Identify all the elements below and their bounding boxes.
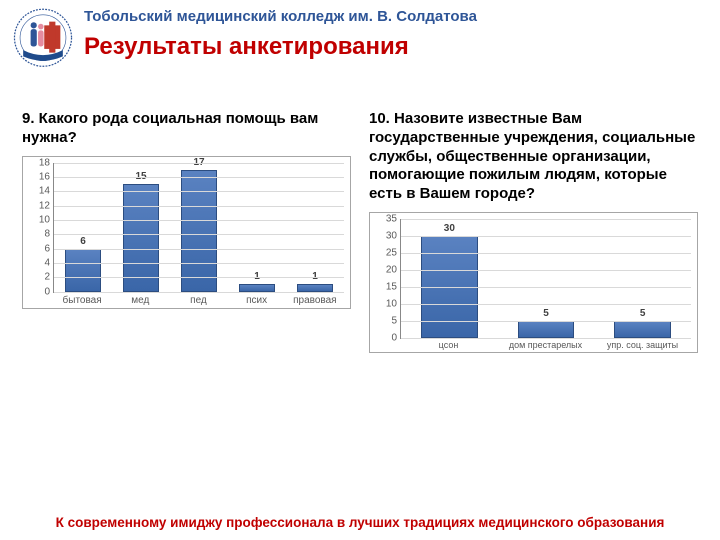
- ytick-label: 8: [44, 229, 50, 240]
- bar: [239, 284, 276, 291]
- xtick-label: псих: [230, 295, 282, 306]
- ytick-label: 16: [39, 171, 50, 182]
- bar-value-label: 6: [80, 236, 86, 247]
- xtick-label: мед: [114, 295, 166, 306]
- ytick-label: 15: [386, 281, 397, 292]
- xtick-label: упр. соц. защиты: [602, 341, 683, 350]
- bar: [123, 184, 160, 292]
- grid-line: [401, 304, 691, 305]
- xtick-label: пед: [172, 295, 224, 306]
- chart-9-bars: 6151711: [54, 163, 344, 292]
- grid-line: [54, 263, 344, 264]
- ytick-label: 5: [391, 315, 397, 326]
- ytick-label: 14: [39, 186, 50, 197]
- right-column: 10. Назовите известные Вам государственн…: [369, 110, 698, 353]
- bar: [297, 284, 334, 291]
- ytick-label: 10: [39, 214, 50, 225]
- bar-wrap: 5: [602, 308, 683, 338]
- grid-line: [401, 321, 691, 322]
- grid-line: [54, 292, 344, 293]
- grid-line: [54, 191, 344, 192]
- ytick-label: 10: [386, 298, 397, 309]
- chart-9-xlabels: бытовая медпедпсих правовая: [53, 295, 344, 306]
- ytick-label: 12: [39, 200, 50, 211]
- xtick-label: цсон: [408, 341, 489, 350]
- grid-line: [54, 220, 344, 221]
- grid-line: [54, 177, 344, 178]
- bar-value-label: 30: [444, 223, 455, 234]
- grid-line: [401, 270, 691, 271]
- bar-wrap: 1: [289, 271, 341, 291]
- ytick-label: 0: [44, 286, 50, 297]
- grid-line: [54, 249, 344, 250]
- grid-line: [54, 163, 344, 164]
- bar-wrap: 1: [231, 271, 283, 291]
- bar-wrap: 5: [505, 308, 586, 338]
- bar-value-label: 5: [640, 308, 646, 319]
- xtick-label: бытовая: [56, 295, 108, 306]
- chart-9: 6151711 024681012141618 бытоваямедпедпси…: [22, 156, 351, 309]
- header-text-block: Тобольский медицинский колледж им. В. Со…: [84, 8, 708, 61]
- ytick-label: 18: [39, 157, 50, 168]
- chart-10-xlabels: цсон дом престарелых упр. соц. защиты: [400, 341, 691, 350]
- grid-line: [54, 277, 344, 278]
- grid-line: [401, 219, 691, 220]
- page-title: Результаты анкетирования: [84, 33, 708, 61]
- ytick-label: 4: [44, 257, 50, 268]
- chart-10: 30 5 5 0 5 10 15 20 25 30 35 цсон дом престарелых у…: [369, 212, 698, 353]
- ytick-label: 20: [386, 264, 397, 275]
- bar: [614, 321, 671, 338]
- chart-10-plot: 3055 05101520253035: [400, 219, 691, 339]
- ytick-label: 2: [44, 272, 50, 283]
- grid-line: [54, 206, 344, 207]
- ytick-label: 30: [386, 230, 397, 241]
- grid-line: [54, 234, 344, 235]
- bar-wrap: 15: [115, 171, 167, 292]
- grid-line: [401, 253, 691, 254]
- bar: [181, 170, 218, 292]
- ytick-label: 0: [391, 332, 397, 343]
- ytick-label: 25: [386, 247, 397, 258]
- xtick-label: правовая: [289, 295, 341, 306]
- ytick-label: 6: [44, 243, 50, 254]
- chart-9-plot: 6151711 024681012141618: [53, 163, 344, 293]
- xtick-label: дом престарелых: [505, 341, 586, 350]
- footer-slogan: К современному имиджу профессионала в лу…: [0, 515, 720, 530]
- page-header: Тобольский медицинский колледж им. В. Со…: [0, 8, 720, 70]
- bar: [518, 321, 575, 338]
- question-10-text: 10. Назовите известные Вам государственн…: [369, 110, 698, 204]
- left-column: 9. Какого рода социальная помощь вам нуж…: [22, 110, 351, 353]
- question-9-text: 9. Какого рода социальная помощь вам нуж…: [22, 110, 351, 148]
- grid-line: [401, 338, 691, 339]
- bar: [65, 249, 102, 292]
- main-content: 9. Какого рода социальная помощь вам нуж…: [0, 110, 720, 353]
- college-name: Тобольский медицинский колледж им. В. Со…: [84, 8, 708, 25]
- college-logo-icon: [12, 8, 74, 70]
- ytick-label: 35: [386, 213, 397, 224]
- bar-value-label: 5: [543, 308, 549, 319]
- grid-line: [401, 236, 691, 237]
- grid-line: [401, 287, 691, 288]
